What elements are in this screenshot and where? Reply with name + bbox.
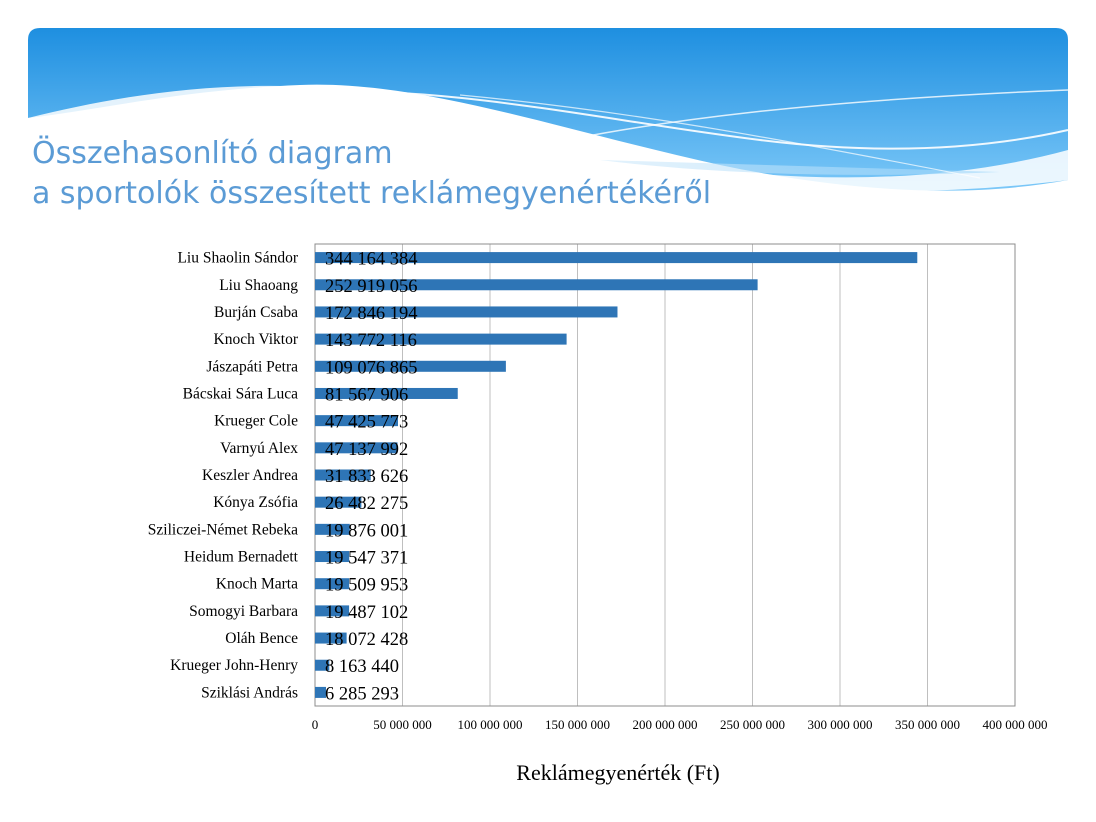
x-tick-label: 400 000 000 [983, 717, 1048, 732]
bar [315, 442, 398, 454]
category-label: Knoch Marta [216, 576, 298, 593]
bar [315, 306, 618, 318]
value-label: 31 833 626 [325, 467, 408, 487]
bar [315, 415, 398, 427]
bars [315, 252, 918, 698]
value-label: 143 772 116 [325, 331, 417, 351]
category-label: Krueger Cole [214, 413, 298, 430]
title-line-2: a sportolók összesített reklámegyenérték… [32, 176, 712, 211]
x-tick-label: 250 000 000 [720, 717, 785, 732]
x-tick-label: 200 000 000 [633, 717, 698, 732]
bar [315, 686, 326, 698]
value-label: 6 285 293 [325, 684, 399, 704]
value-label: 344 164 384 [325, 250, 418, 270]
x-axis-tick-labels: 0 50 000 000 100 000 000 150 000 000 200 000… [312, 717, 1048, 732]
value-label: 19 509 953 [325, 576, 408, 596]
value-label: 19 876 001 [325, 521, 408, 541]
bar [315, 333, 567, 345]
category-label: Keszler Andrea [202, 467, 298, 484]
value-label: 172 846 194 [325, 304, 418, 324]
data-labels: 344 164 384 252 919 056 172 846 194 143 772… [325, 250, 418, 705]
bar [315, 659, 330, 671]
category-label: Bácskai Sára Luca [183, 385, 298, 402]
title-line-1: Összehasonlító diagram [32, 136, 393, 171]
category-label: Kónya Zsófia [213, 494, 298, 511]
value-label: 18 072 428 [325, 630, 408, 650]
bar [315, 578, 350, 590]
value-label: 47 137 992 [325, 440, 408, 460]
bar [315, 551, 350, 563]
value-label: 26 482 275 [325, 494, 408, 514]
x-tick-label: 300 000 000 [808, 717, 873, 732]
value-label: 81 567 906 [325, 385, 408, 405]
category-label: Jászapáti Petra [206, 358, 298, 375]
value-label: 8 163 440 [325, 657, 399, 677]
header-banner [28, 28, 1069, 192]
bar [315, 523, 350, 535]
value-label: 19 487 102 [325, 603, 408, 623]
category-label: Heidum Bernadett [184, 549, 299, 566]
y-axis-labels: Liu Shaolin Sándor Liu Shaoang Burján Csab… [148, 250, 299, 702]
bar [315, 496, 362, 508]
value-label: 109 076 865 [325, 358, 418, 378]
category-label: Liu Shaolin Sándor [177, 250, 298, 267]
category-label: Sziliczei-Német Rebeka [148, 521, 298, 538]
bar [315, 360, 506, 372]
banner-wave [28, 28, 1069, 192]
value-label: 252 919 056 [325, 277, 418, 297]
bar [315, 387, 458, 399]
value-label: 47 425 773 [325, 413, 408, 433]
category-label: Krueger John-Henry [170, 657, 298, 674]
bar [315, 632, 347, 644]
bar [315, 605, 350, 617]
category-label: Burján Csaba [214, 304, 298, 321]
category-label: Somogyi Barbara [189, 603, 298, 620]
bar [315, 279, 758, 291]
category-label: Knoch Viktor [214, 331, 299, 348]
x-tick-label: 350 000 000 [895, 717, 960, 732]
x-tick-label: 100 000 000 [458, 717, 523, 732]
x-tick-label: 0 [312, 717, 319, 732]
x-axis-title: Reklámegyenérték (Ft) [516, 760, 719, 785]
x-tick-label: 150 000 000 [545, 717, 610, 732]
category-label: Varnyú Alex [220, 440, 298, 457]
category-label: Liu Shaoang [219, 277, 298, 294]
x-tick-label: 50 000 000 [373, 717, 432, 732]
bar [315, 469, 371, 481]
bar [315, 252, 918, 264]
value-label: 19 547 371 [325, 549, 408, 569]
category-label: Sziklási András [201, 684, 298, 701]
slide-title: Összehasonlító diagram a sportolók össze… [32, 134, 711, 214]
category-label: Oláh Bence [225, 630, 298, 647]
